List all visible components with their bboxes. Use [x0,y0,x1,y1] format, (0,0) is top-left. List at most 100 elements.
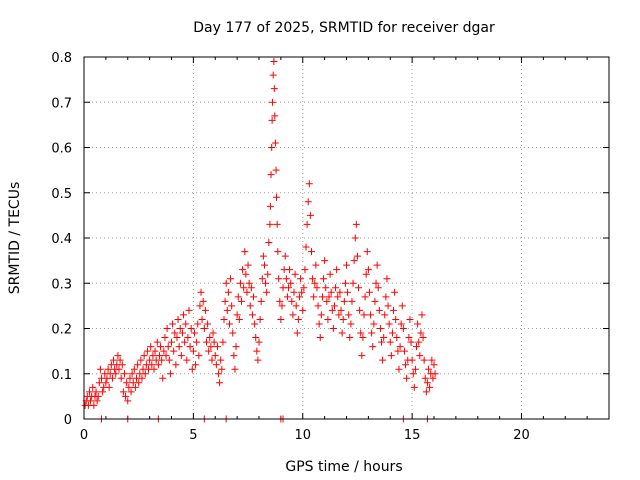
data-point [147,343,155,351]
data-point [212,361,220,369]
data-point [102,379,110,387]
x-tick-label: 15 [404,428,421,443]
data-point [164,343,172,351]
data-point [122,392,130,400]
data-point [114,352,122,360]
data-point [286,266,294,274]
data-point [87,397,95,405]
data-point [285,284,293,292]
data-point [365,288,373,296]
data-point [177,352,185,360]
data-point [256,315,264,323]
data-point [168,338,175,346]
data-point [268,116,276,124]
data-point [290,288,298,296]
data-point [275,275,283,283]
data-point [108,374,116,382]
data-point [218,365,226,373]
data-point [392,315,400,323]
data-point [409,370,417,378]
data-point [257,297,265,305]
data-point [283,293,291,301]
data-point [236,279,244,287]
data-point [229,329,237,337]
data-point [265,239,273,247]
data-point [131,383,139,391]
data-point [211,352,219,360]
data-point [130,365,138,373]
data-point [314,302,322,310]
data-point [104,365,112,373]
data-point [289,311,297,319]
data-point [250,293,258,301]
data-point [166,370,174,378]
data-point [271,139,279,147]
data-point [189,347,197,355]
data-point [155,352,163,360]
data-point [266,202,274,210]
data-point [241,248,249,256]
data-point [231,365,239,373]
data-point [360,311,368,319]
data-point [248,311,256,319]
data-point [255,338,263,346]
data-point [219,338,227,346]
data-point [278,302,286,310]
data-point [159,374,167,382]
data-point [339,315,347,323]
data-point [262,279,270,287]
data-point [415,338,423,346]
data-point [228,302,236,310]
data-point [251,320,259,328]
data-point [351,234,359,242]
data-point [116,356,124,364]
data-point [313,284,321,292]
data-point [277,315,285,323]
data-point [188,365,196,373]
data-point [169,320,177,328]
data-point [321,257,329,265]
data-point [183,356,191,364]
data-point [95,379,103,387]
data-point [337,306,345,314]
data-point [374,284,382,292]
data-point [320,275,328,283]
data-point [146,356,154,364]
data-point [282,275,290,283]
data-point [208,356,216,364]
data-point [123,379,131,387]
data-point [223,306,231,314]
data-point [316,334,324,342]
data-point [341,279,349,287]
data-point [176,325,184,332]
data-point [355,284,363,292]
data-point [193,338,201,346]
data-point [405,334,413,342]
data-point [344,288,352,296]
data-point [403,374,411,382]
data-point [196,302,204,310]
data-point [161,334,169,342]
data-point [350,257,358,265]
data-point [300,284,308,292]
data-points [81,58,439,423]
y-axis-label: SRMTID / TECUs [7,182,23,295]
data-point [381,311,389,319]
data-point [299,306,307,314]
y-tick-label: 0.2 [51,323,72,338]
data-point [416,352,424,360]
data-point [413,343,420,351]
data-point [423,379,431,387]
data-point [340,297,348,305]
data-point [110,356,118,364]
data-point [382,293,390,301]
data-point [335,311,343,319]
data-point [422,388,430,396]
data-point [270,85,278,93]
data-point [112,370,120,378]
data-point [233,311,241,319]
y-tick-label: 0.5 [51,187,72,202]
data-point [170,347,178,355]
grid-lines [84,57,609,419]
